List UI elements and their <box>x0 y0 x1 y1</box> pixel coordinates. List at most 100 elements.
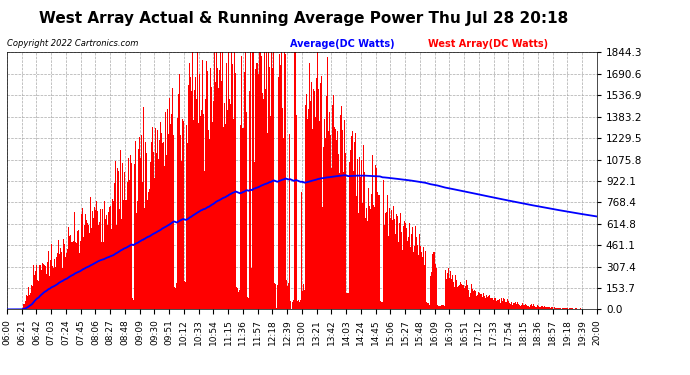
Bar <box>300 300 301 309</box>
Bar <box>282 84 284 309</box>
Bar <box>350 150 351 309</box>
Bar <box>184 280 185 309</box>
Bar <box>64 244 65 309</box>
Bar <box>382 302 383 309</box>
Bar <box>344 120 345 309</box>
Bar <box>572 308 573 309</box>
Bar <box>407 241 408 309</box>
Bar <box>298 300 299 309</box>
Bar <box>426 301 427 309</box>
Bar <box>398 242 399 309</box>
Bar <box>420 246 421 309</box>
Bar <box>244 72 245 309</box>
Bar <box>248 298 249 309</box>
Bar <box>169 145 170 309</box>
Bar <box>498 300 499 309</box>
Bar <box>203 114 204 309</box>
Bar <box>99 222 100 309</box>
Bar <box>522 303 523 309</box>
Bar <box>476 296 477 309</box>
Bar <box>182 119 183 309</box>
Bar <box>285 72 286 309</box>
Bar <box>254 75 255 309</box>
Bar <box>101 242 102 309</box>
Bar <box>387 195 388 309</box>
Bar <box>26 294 27 309</box>
Bar <box>418 255 419 309</box>
Bar <box>515 304 516 309</box>
Bar <box>272 68 273 309</box>
Bar <box>341 106 342 309</box>
Bar <box>274 283 275 309</box>
Bar <box>54 266 55 309</box>
Bar <box>569 308 570 309</box>
Bar <box>216 17 217 309</box>
Bar <box>269 68 270 309</box>
Bar <box>63 239 64 309</box>
Bar <box>538 306 539 309</box>
Bar <box>425 251 426 309</box>
Bar <box>495 298 496 309</box>
Bar <box>215 82 216 309</box>
Bar <box>88 225 89 309</box>
Bar <box>138 149 139 309</box>
Bar <box>371 194 372 309</box>
Bar <box>28 287 29 309</box>
Bar <box>330 123 331 309</box>
Bar <box>499 298 500 309</box>
Bar <box>122 163 123 309</box>
Bar <box>109 207 110 309</box>
Bar <box>453 282 454 309</box>
Bar <box>362 203 363 309</box>
Bar <box>211 87 212 309</box>
Bar <box>428 304 429 309</box>
Bar <box>230 61 231 309</box>
Bar <box>65 257 66 309</box>
Bar <box>193 120 194 309</box>
Bar <box>313 89 314 309</box>
Bar <box>504 299 505 309</box>
Bar <box>228 0 229 309</box>
Bar <box>508 301 509 309</box>
Bar <box>212 36 213 309</box>
Bar <box>397 253 398 309</box>
Bar <box>399 223 400 309</box>
Bar <box>467 285 468 309</box>
Bar <box>506 300 507 309</box>
Bar <box>146 153 147 309</box>
Bar <box>110 206 111 309</box>
Bar <box>385 213 386 309</box>
Bar <box>95 210 96 309</box>
Bar <box>32 270 33 309</box>
Bar <box>125 200 126 309</box>
Bar <box>223 127 224 309</box>
Bar <box>224 103 225 309</box>
Bar <box>132 298 133 309</box>
Bar <box>321 75 322 309</box>
Bar <box>480 294 481 309</box>
Bar <box>361 160 362 309</box>
Bar <box>537 305 538 309</box>
Bar <box>53 268 54 309</box>
Bar <box>310 79 311 309</box>
Bar <box>553 307 554 309</box>
Bar <box>55 267 56 309</box>
Bar <box>358 213 359 309</box>
Bar <box>489 295 490 309</box>
Bar <box>199 62 200 309</box>
Bar <box>518 305 520 309</box>
Bar <box>560 308 561 309</box>
Bar <box>545 307 546 309</box>
Bar <box>202 60 204 309</box>
Bar <box>40 264 41 309</box>
Bar <box>565 308 566 309</box>
Bar <box>411 234 412 309</box>
Bar <box>284 34 285 309</box>
Bar <box>160 122 161 309</box>
Bar <box>326 96 327 309</box>
Bar <box>444 306 445 309</box>
Bar <box>137 201 138 309</box>
Bar <box>171 114 172 309</box>
Bar <box>353 196 354 309</box>
Bar <box>162 143 163 309</box>
